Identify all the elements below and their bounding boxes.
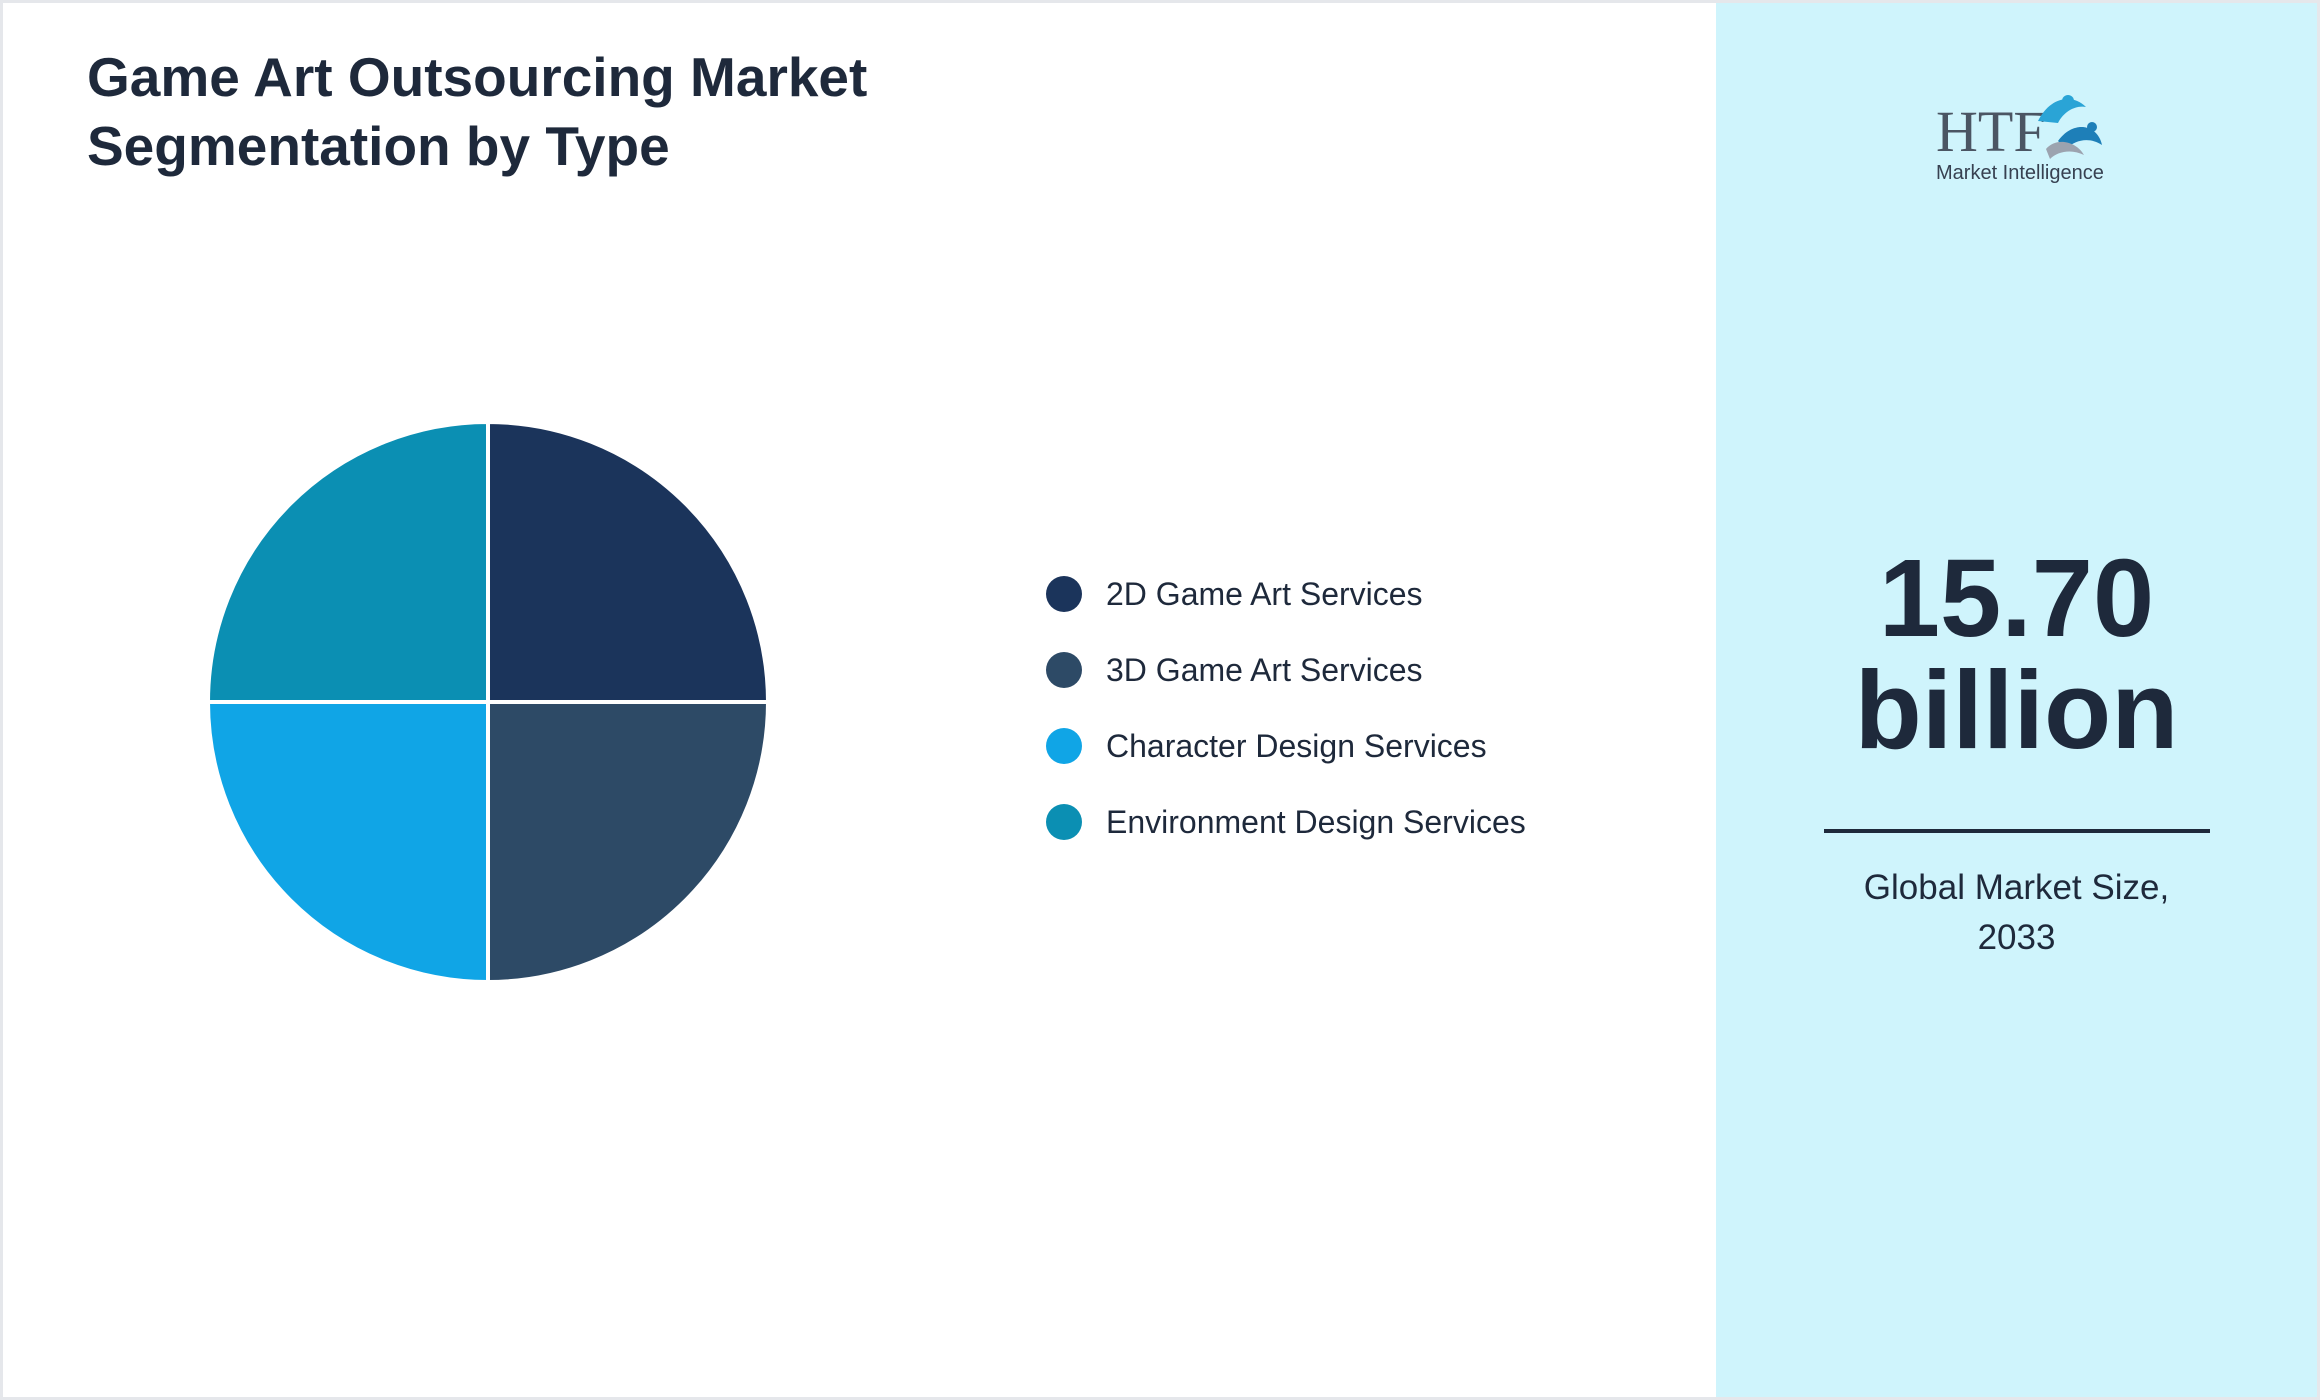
pie-slice-4 xyxy=(205,419,490,704)
market-size-unit: billion xyxy=(1854,649,2179,772)
legend-label: Character Design Services xyxy=(1106,727,1487,764)
chart-title: Game Art Outsourcing Market Segmentation… xyxy=(87,43,987,181)
logo-figure-head-2 xyxy=(2087,122,2097,132)
divider xyxy=(1824,829,2210,833)
market-size-value: 15.70 billion xyxy=(1716,543,2317,767)
chart-title-line-2: Segmentation by Type xyxy=(87,115,670,177)
htf-logo-graphic: HTF Market Intelligence xyxy=(1936,95,2104,184)
chart-legend: 2D Game Art Services 3D Game Art Services… xyxy=(1046,556,1526,860)
legend-item: Environment Design Services xyxy=(1046,784,1526,860)
legend-label: Environment Design Services xyxy=(1106,803,1526,840)
logo-subtext: Market Intelligence xyxy=(1936,162,2104,184)
market-size-panel: HTF Market Intelligence 15.70 billion Gl… xyxy=(1716,3,2317,1397)
legend-item: 3D Game Art Services xyxy=(1046,632,1526,708)
legend-label: 3D Game Art Services xyxy=(1106,651,1423,688)
logo-text: HTF xyxy=(1936,99,2046,164)
pie-chart-svg xyxy=(205,419,771,985)
market-size-caption: Global Market Size, 2033 xyxy=(1716,863,2317,963)
chart-title-line-1: Game Art Outsourcing Market xyxy=(87,46,868,108)
legend-swatch xyxy=(1046,804,1082,840)
pie-slice-2 xyxy=(486,700,771,985)
legend-label: 2D Game Art Services xyxy=(1106,575,1423,612)
htf-logo: HTF Market Intelligence xyxy=(1926,79,2116,189)
logo-swoosh-grey xyxy=(2046,141,2084,159)
legend-item: Character Design Services xyxy=(1046,708,1526,784)
pie-slice-1 xyxy=(486,419,771,704)
caption-line-2: 2033 xyxy=(1977,918,2056,957)
pie-chart xyxy=(203,417,773,987)
legend-swatch xyxy=(1046,576,1082,612)
market-size-number: 15.70 xyxy=(1878,537,2155,660)
logo-swoosh-blue xyxy=(2038,98,2086,123)
legend-item: 2D Game Art Services xyxy=(1046,556,1526,632)
legend-swatch xyxy=(1046,728,1082,764)
logo-figure-head xyxy=(2062,95,2074,107)
legend-swatch xyxy=(1046,652,1082,688)
caption-line-1: Global Market Size, xyxy=(1863,868,2170,907)
pie-slice-3 xyxy=(205,700,490,985)
